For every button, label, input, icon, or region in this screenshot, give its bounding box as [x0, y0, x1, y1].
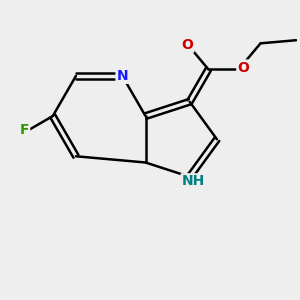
Text: F: F	[20, 123, 29, 137]
Text: NH: NH	[182, 174, 205, 188]
Text: O: O	[237, 61, 249, 74]
Text: N: N	[116, 69, 128, 83]
Text: O: O	[182, 38, 193, 52]
